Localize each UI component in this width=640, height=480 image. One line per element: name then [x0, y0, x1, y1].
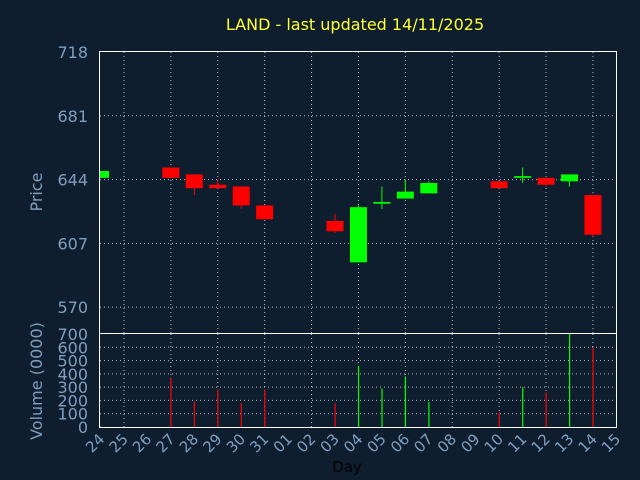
candle-30 [232, 186, 250, 209]
candle-11 [514, 167, 532, 184]
price-tick-label: 607 [57, 234, 88, 253]
candle-body [162, 167, 180, 178]
candle-29 [209, 179, 227, 189]
candle-10 [490, 181, 508, 189]
candle-body [232, 186, 250, 206]
candle-body [396, 191, 414, 199]
volume-bar-07 [428, 401, 430, 427]
x-tick-labels: 2425262728293031010203040506070809101112… [82, 430, 624, 456]
chart-title: LAND - last updated 14/11/2025 [226, 15, 484, 34]
price-tick-label: 644 [57, 171, 88, 190]
price-axis-label: Price [27, 172, 46, 211]
candle-24 [100, 170, 109, 178]
price-tick-labels: 718 681 644 607 570 [57, 43, 88, 317]
candle-body [373, 201, 391, 204]
volume-bar-27 [170, 377, 172, 427]
candle-body [490, 181, 508, 189]
volume-bar-10 [498, 412, 500, 427]
volume-bar-30 [240, 403, 242, 427]
volume-tick-label: 400 [57, 365, 88, 384]
candle-body [185, 174, 203, 189]
candle-body [349, 207, 367, 263]
candle-body [537, 177, 555, 185]
volume-bar-24 [100, 426, 102, 427]
volume-tick-label: 600 [57, 338, 88, 357]
candle-body [100, 170, 109, 178]
candle-14 [584, 195, 602, 237]
volume-bar-13 [569, 334, 571, 427]
candle-04 [349, 205, 367, 263]
candle-body [326, 220, 344, 232]
volume-series [100, 334, 594, 427]
volume-bar-06 [404, 376, 407, 427]
candle-13 [561, 174, 578, 187]
volume-bar-12 [545, 392, 547, 427]
volume-tick-label: 500 [57, 352, 88, 371]
volume-bar-05 [381, 388, 383, 427]
price-tick-label: 681 [57, 107, 88, 126]
volume-tick-label: 200 [57, 391, 88, 410]
price-tick-label: 570 [57, 298, 88, 317]
candle-27 [162, 167, 180, 178]
candle-body [256, 205, 274, 220]
candle-12 [537, 177, 555, 187]
candle-body [420, 183, 438, 194]
volume-axis-label: Volume (0000) [27, 322, 46, 440]
candle-31 [256, 205, 274, 220]
volume-panel-frame [99, 333, 617, 428]
price-tick-label: 718 [57, 43, 88, 62]
candle-28 [185, 174, 203, 196]
volume-tick-label: 700 [57, 325, 88, 344]
candle-body [561, 174, 578, 182]
volume-tick-label: 100 [57, 405, 88, 424]
candle-03 [326, 214, 344, 234]
volume-bar-14 [592, 347, 594, 427]
volume-bar-11 [522, 387, 524, 427]
volume-bar-31 [264, 389, 266, 427]
candle-05 [373, 186, 391, 209]
candle-body [584, 195, 602, 235]
volume-bar-04 [357, 365, 360, 427]
x-axis-label: Day [332, 458, 362, 476]
candle-07 [420, 181, 438, 194]
volume-bar-03 [334, 403, 336, 427]
volume-tick-label: 300 [57, 378, 88, 397]
volume-tick-label: 0 [78, 418, 88, 437]
candle-06 [396, 179, 414, 199]
candlestick-series [100, 167, 602, 263]
volume-bar-29 [217, 389, 219, 427]
candle-body [209, 184, 227, 189]
candle-body [514, 176, 532, 178]
volume-bar-28 [193, 401, 195, 427]
